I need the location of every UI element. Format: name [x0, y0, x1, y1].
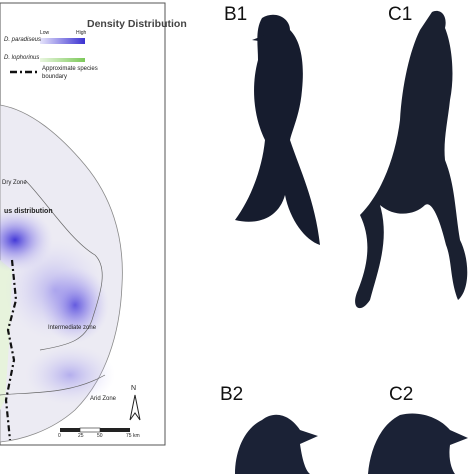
scale-label: 25 — [78, 433, 84, 439]
zone-label: Intermediate zone — [48, 325, 97, 331]
zone-line — [24, 179, 103, 351]
zone-label: Arid Zone — [90, 396, 117, 402]
zone-label: Dry Zone — [2, 180, 27, 186]
bird-c2 — [368, 413, 468, 474]
legend-title: Density Distribution — [87, 18, 187, 30]
legend-high: High — [76, 30, 87, 36]
legend-species: D. paradiseus — [4, 37, 42, 43]
north-label: N — [131, 385, 137, 392]
scale-label: 75 km — [126, 433, 140, 439]
scale-bar — [100, 428, 130, 432]
bird-b2 — [235, 414, 318, 474]
scale-label: 50 — [97, 433, 103, 439]
panel-label: C1 — [388, 4, 413, 25]
density-blob — [25, 345, 115, 405]
north-arrow — [129, 394, 141, 421]
scale-bar — [79, 427, 101, 433]
bird-b1 — [235, 14, 320, 245]
distribution-label: us distribution — [4, 208, 53, 215]
density-blob — [5, 240, 105, 340]
legend-boundary-label: Approximate species boundary — [42, 66, 98, 80]
legend-bar — [40, 58, 85, 62]
legend-species: D. lophorinus — [4, 55, 40, 61]
legend-low: Low — [40, 30, 50, 36]
species-boundary — [4, 259, 18, 441]
panel-label: B1 — [224, 4, 248, 25]
scale-bar — [60, 428, 80, 432]
panel-label: C2 — [389, 384, 414, 405]
panel-label: B2 — [220, 384, 244, 405]
legend-bar — [40, 38, 85, 44]
scale-label: 0 — [58, 433, 61, 439]
zone-line — [0, 374, 106, 396]
bird-c1 — [355, 10, 468, 309]
